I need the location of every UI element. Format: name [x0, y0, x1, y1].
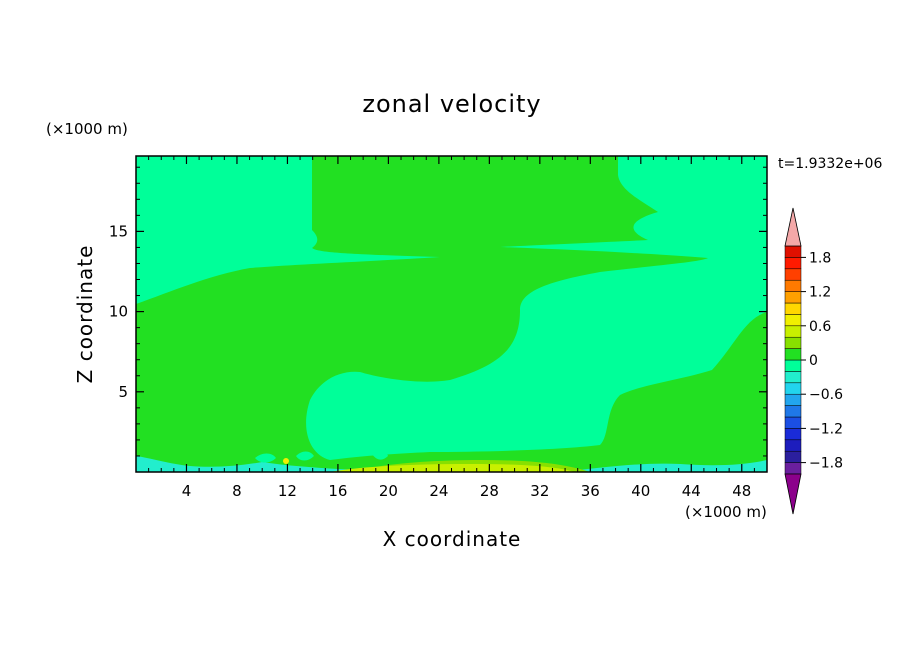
time-label: t=1.9332e+06 [778, 156, 882, 172]
x-unit-label: (×1000 m) [685, 503, 767, 521]
x-tick-label: 32 [530, 482, 549, 500]
y-tick-label: 5 [118, 383, 128, 401]
colorbar-tick-label: 1.2 [809, 285, 831, 301]
x-tick-label: 48 [732, 482, 751, 500]
field-region-surface-left [136, 456, 400, 472]
colorbar-tick-label: −1.8 [809, 456, 843, 472]
colorbar-cell [784, 279, 802, 292]
field-region-upper-right [306, 156, 767, 460]
field-region-surface-right [560, 460, 767, 472]
colorbar-cell [784, 257, 802, 270]
field-region-surface-eddies [255, 450, 388, 463]
colorbar-tick-label: 0.6 [809, 319, 831, 335]
colorbar-cell [784, 348, 802, 361]
y-tick-label: 10 [109, 303, 128, 321]
colorbar-cell [784, 462, 802, 475]
x-tick-label: 16 [328, 482, 347, 500]
colorbar-cell [784, 245, 802, 258]
y-axis-label: Z coordinate [73, 245, 97, 384]
colorbar-cell [784, 359, 802, 372]
colorbar-cell [784, 450, 802, 463]
colorbar-cell [784, 325, 802, 338]
x-tick-label: 24 [429, 482, 448, 500]
colorbar-cell [784, 371, 802, 384]
colorbar: 1.8 1.2 0.6 0 −0.6 −1.2 −1.8 [784, 207, 843, 515]
colorbar-cell [784, 439, 802, 452]
field-speck [283, 458, 289, 464]
colorbar-over-arrow [784, 207, 802, 247]
x-tick-label: 36 [581, 482, 600, 500]
x-axis-label: X coordinate [383, 527, 522, 551]
y-unit-label: (×1000 m) [46, 120, 128, 138]
colorbar-tick-label: −0.6 [809, 387, 843, 403]
plot-area [136, 156, 767, 472]
x-tick-label: 20 [379, 482, 398, 500]
x-tick-label: 44 [682, 482, 701, 500]
colorbar-cell [784, 428, 802, 441]
x-tick-label: 12 [278, 482, 297, 500]
chart-title: zonal velocity [362, 90, 541, 118]
x-tick-label: 8 [232, 482, 242, 500]
x-axis: 4 8 12 16 20 24 28 32 36 40 44 48 [148, 156, 755, 500]
colorbar-cell [784, 405, 802, 418]
field-region-surface-core [330, 464, 575, 472]
colorbar-cell [784, 268, 802, 281]
y-axis: 5 10 15 [109, 166, 767, 457]
colorbar-cell [784, 382, 802, 395]
colorbar-cell [784, 291, 802, 304]
y-tick-label: 15 [109, 222, 128, 240]
colorbar-tick-label: −1.2 [809, 421, 843, 437]
colorbar-tick-label: 0 [809, 353, 818, 369]
colorbar-cell [784, 314, 802, 327]
x-tick-label: 40 [631, 482, 650, 500]
colorbar-under-arrow [784, 473, 802, 515]
colorbar-cell [784, 393, 802, 406]
colorbar-cell [784, 336, 802, 349]
x-tick-label: 4 [182, 482, 192, 500]
field-region-upper-left [136, 156, 440, 304]
colorbar-cell [784, 302, 802, 315]
colorbar-tick-label: 1.8 [809, 250, 831, 266]
colorbar-cell [784, 416, 802, 429]
x-tick-label: 28 [480, 482, 499, 500]
